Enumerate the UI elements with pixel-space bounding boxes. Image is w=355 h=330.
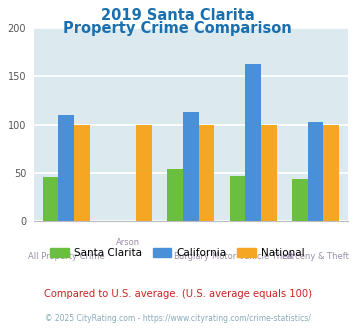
Text: Compared to U.S. average. (U.S. average equals 100): Compared to U.S. average. (U.S. average … [44,289,311,299]
Bar [323,124,339,221]
Text: © 2025 CityRating.com - https://www.cityrating.com/crime-statistics/: © 2025 CityRating.com - https://www.city… [45,314,310,323]
Bar [292,179,308,221]
Bar [198,124,214,221]
Bar [74,124,89,221]
Bar [245,64,261,221]
Text: All Property Crime: All Property Crime [28,252,104,261]
Bar [261,124,277,221]
Bar [136,124,152,221]
Bar [183,112,198,221]
Bar [43,177,58,221]
Text: Motor Vehicle Theft: Motor Vehicle Theft [212,252,294,261]
Bar [230,176,245,221]
Bar [58,115,74,221]
Text: 2019 Santa Clarita: 2019 Santa Clarita [100,8,255,23]
Text: Property Crime Comparison: Property Crime Comparison [63,21,292,36]
Legend: Santa Clarita, California, National: Santa Clarita, California, National [46,244,309,262]
Text: Arson: Arson [116,238,141,247]
Bar [308,122,323,221]
Bar [168,169,183,221]
Text: Burglary: Burglary [173,252,209,261]
Text: Larceny & Theft: Larceny & Theft [282,252,349,261]
